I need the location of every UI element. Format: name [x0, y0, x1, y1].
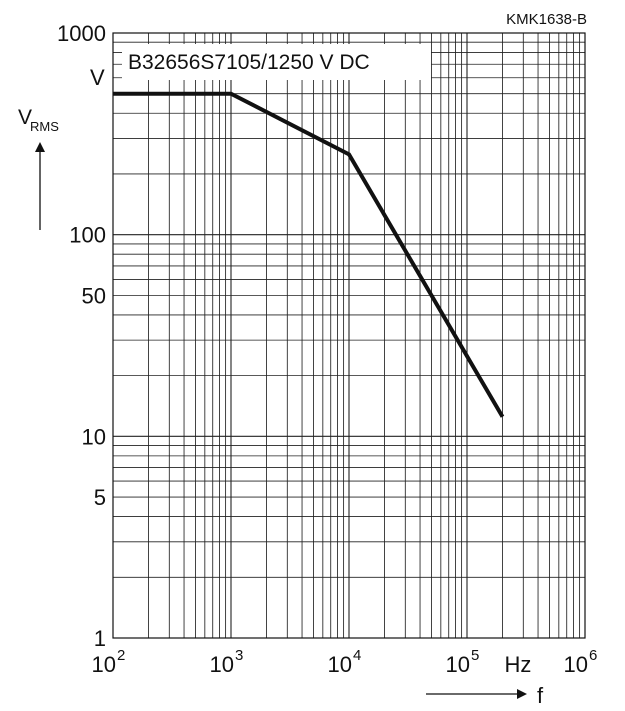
x-tick-labels: 10 2 10 3 10 4 10 5 10 6 [92, 647, 598, 677]
plot-frame [112, 32, 586, 639]
series-line-group [113, 91, 505, 418]
y-axis-symbol-sub: RMS [30, 119, 59, 134]
x-tick-label: 10 3 [210, 647, 244, 677]
series-label-box: B32656S7105/1250 V DC [122, 44, 431, 80]
chart-code: KMK1638-B [506, 11, 587, 28]
x-tick-exponent: 2 [117, 647, 125, 664]
y-axis-symbol-main: V [18, 106, 32, 129]
x-tick-label: 10 2 [92, 647, 126, 677]
x-tick-label: 10 5 [446, 647, 480, 677]
y-tick-label: 1 [94, 626, 106, 651]
x-axis-symbol: f [537, 683, 544, 708]
y-tick-label: 50 [82, 283, 106, 308]
x-tick-exponent: 3 [235, 647, 243, 664]
x-tick-exponent: 5 [471, 647, 479, 664]
x-tick-base: 10 [328, 652, 352, 677]
x-tick-exponent: 6 [589, 647, 597, 664]
y-tick-labels: 1000 100 50 10 5 1 [57, 21, 106, 651]
x-tick-exponent: 4 [353, 647, 361, 664]
series-line [113, 91, 505, 418]
grid-lines [113, 33, 585, 638]
x-tick-base: 10 [446, 652, 470, 677]
x-tick-base: 10 [210, 652, 234, 677]
series-label: B32656S7105/1250 V DC [128, 51, 370, 74]
y-tick-label: 5 [94, 485, 106, 510]
x-tick-label: 10 6 [564, 647, 598, 677]
x-unit-label: Hz [505, 652, 532, 677]
x-tick-base: 10 [564, 652, 588, 677]
x-tick-base: 10 [92, 652, 116, 677]
y-tick-label: 10 [82, 424, 106, 449]
x-tick-label: 10 4 [328, 647, 362, 677]
y-tick-label: 100 [69, 223, 106, 248]
y-unit-label: V [90, 65, 105, 90]
y-axis-symbol: V RMS [18, 106, 59, 134]
y-tick-label: 1000 [57, 21, 106, 46]
